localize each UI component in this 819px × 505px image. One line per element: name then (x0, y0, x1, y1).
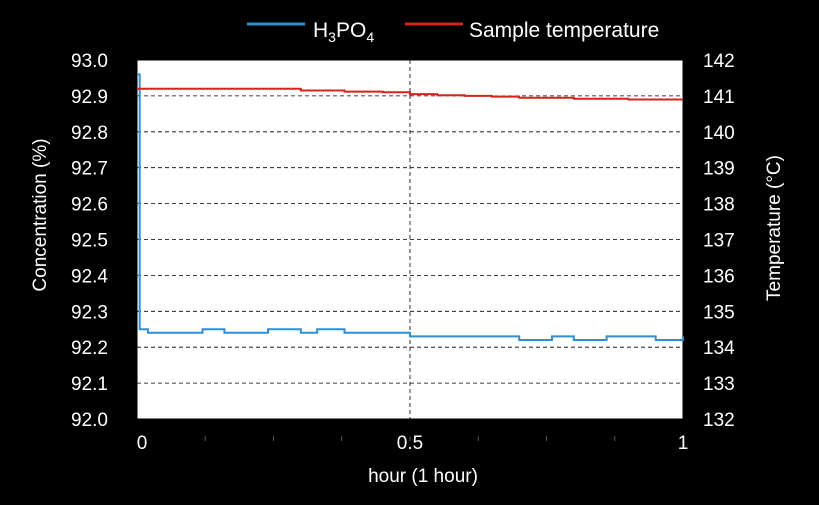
series-line-temperature (137, 87, 683, 101)
legend: H3PO4 Sample temperature (247, 19, 659, 45)
y-left-axis-label: Concentration (%) (30, 138, 51, 291)
y-left-tick-label: 92.5 (71, 231, 108, 252)
x-tick-label: 0 (137, 433, 148, 454)
y-left-tick-label: 93.0 (71, 51, 108, 72)
x-tick-label: 0.5 (397, 433, 423, 454)
gridlines (137, 60, 683, 419)
y-left-tick-label: 92.2 (71, 338, 108, 359)
y-left-tick-label: 92.1 (71, 374, 108, 395)
y-right-tick-label: 141 (703, 87, 735, 108)
legend-h3po4-sub2: 4 (366, 29, 374, 45)
y-right-tick-label: 135 (703, 302, 735, 323)
y-right-tick-label: 134 (703, 338, 735, 359)
y-left-tick-label: 92.9 (71, 87, 108, 108)
y-left-tick-label: 92.8 (71, 123, 108, 144)
y-right-tick-label: 140 (703, 123, 735, 144)
y-right-axis-label: Temperature (°C) (764, 155, 785, 301)
y-right-tick-label: 139 (703, 159, 735, 180)
legend-h3po4-base: H (313, 19, 328, 42)
y-right-tick-label: 132 (703, 410, 735, 431)
series-group (137, 73, 684, 341)
y-left-tick-label: 92.0 (71, 410, 108, 431)
legend-label-h3po4: H3PO4 (313, 19, 374, 45)
y-right-tick-label: 133 (703, 374, 735, 395)
y-left-tick-label: 92.4 (71, 266, 108, 287)
y-right-tick-label: 136 (703, 266, 735, 287)
y-right-tick-label: 137 (703, 231, 735, 252)
legend-h3po4-mid: PO (336, 19, 366, 42)
y-right-tick-label: 142 (703, 51, 735, 72)
x-axis-ticks: 0 0.5 1 (137, 433, 689, 454)
x-axis-label: hour (1 hour) (368, 466, 478, 487)
legend-h3po4-sub1: 3 (328, 29, 336, 45)
y-left-tick-label: 92.6 (71, 195, 108, 216)
y-left-tick-label: 92.3 (71, 302, 108, 323)
series-line-h3po4 (137, 73, 684, 341)
x-tick-label: 1 (678, 433, 689, 454)
legend-label-temperature: Sample temperature (469, 19, 659, 42)
y-left-tick-label: 92.7 (71, 159, 108, 180)
y-right-tick-label: 138 (703, 195, 735, 216)
